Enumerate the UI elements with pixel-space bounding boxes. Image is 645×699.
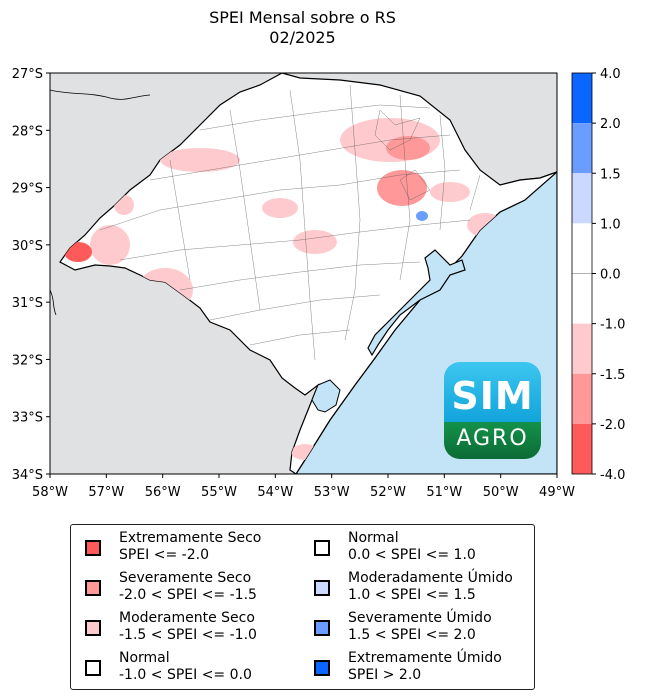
legend-swatch bbox=[85, 660, 101, 676]
colorbar-tick-label: 4.0 bbox=[600, 67, 621, 82]
legend-label: Normal bbox=[119, 650, 170, 666]
patch-moderately-dry-e bbox=[430, 182, 470, 202]
map-title-line2: 02/2025 bbox=[269, 28, 336, 47]
lagoa-dos-patos bbox=[367, 249, 466, 357]
lagoa-mirim bbox=[311, 379, 341, 413]
legend-range: 1.5 < SPEI <= 2.0 bbox=[348, 627, 476, 643]
legend-range: -1.0 < SPEI <= 0.0 bbox=[119, 667, 252, 683]
patch-moderately-dry-nw bbox=[160, 148, 240, 172]
legend-item: Normal -1.0 < SPEI <= 0.0 bbox=[85, 647, 305, 687]
lon-tick-label: 52°W bbox=[370, 485, 406, 500]
legend-item: Moderadamente Úmido 1.0 < SPEI <= 1.5 bbox=[314, 567, 534, 607]
legend-label: Severamente Seco bbox=[119, 570, 252, 586]
lon-axis: 58°W 57°W 56°W 55°W 54°W 53°W 52°W 51°W 50°W 49°W bbox=[32, 474, 575, 500]
patch-severely-dry-center-ne bbox=[377, 170, 427, 206]
colorbar-band bbox=[572, 373, 592, 424]
legend-swatch bbox=[314, 620, 330, 636]
colorbar-tick-label: 1.0 bbox=[600, 217, 621, 232]
map-title-line1: SPEI Mensal sobre o RS bbox=[209, 8, 396, 27]
colorbar-band bbox=[572, 423, 592, 474]
lat-tick-label: 31°S bbox=[12, 296, 43, 311]
rs-state bbox=[59, 73, 557, 474]
legend-label: Extremamente Seco bbox=[119, 530, 262, 546]
legend-range: -2.0 < SPEI <= -1.5 bbox=[119, 587, 257, 603]
legend-swatch bbox=[314, 580, 330, 596]
lon-tick-label: 49°W bbox=[539, 485, 575, 500]
colorbar-tick-label: -1.0 bbox=[600, 318, 625, 333]
legend-item: Severamente Seco -2.0 < SPEI <= -1.5 bbox=[85, 567, 305, 607]
colorbar-band bbox=[572, 173, 592, 224]
lat-tick-label: 27°S bbox=[12, 67, 43, 82]
legend-label: Severamente Úmido bbox=[348, 610, 492, 626]
colorbar-tick-label: 2.0 bbox=[600, 117, 621, 132]
simagro-logo: SIM AGRO bbox=[444, 362, 541, 459]
lat-tick-label: 29°S bbox=[12, 182, 43, 197]
patch-moderately-dry-center bbox=[293, 230, 337, 254]
lon-tick-label: 56°W bbox=[145, 485, 181, 500]
legend-swatch bbox=[85, 620, 101, 636]
legend-item: Extremamente Úmido SPEI > 2.0 bbox=[314, 647, 534, 687]
lon-tick-label: 58°W bbox=[32, 485, 68, 500]
lon-tick-label: 51°W bbox=[426, 485, 462, 500]
country-border-south bbox=[50, 289, 57, 316]
lat-tick-label: 33°S bbox=[12, 411, 43, 426]
legend-range: SPEI > 2.0 bbox=[348, 667, 422, 683]
legend-range: SPEI <= -2.0 bbox=[119, 547, 209, 563]
lon-tick-label: 50°W bbox=[483, 485, 519, 500]
legend-range: 0.0 < SPEI <= 1.0 bbox=[348, 547, 476, 563]
logo-top-band bbox=[444, 362, 541, 422]
patch-severely-dry-ne bbox=[386, 136, 430, 160]
legend-range: -1.5 < SPEI <= -1.0 bbox=[119, 627, 257, 643]
legend-label: Moderadamente Úmido bbox=[348, 570, 513, 586]
legend-label: Moderamente Seco bbox=[119, 610, 255, 626]
legend-item: Normal 0.0 < SPEI <= 1.0 bbox=[314, 527, 534, 567]
municipal-borders bbox=[99, 84, 481, 361]
legend-item: Severamente Úmido 1.5 < SPEI <= 2.0 bbox=[314, 607, 534, 647]
patch-moderately-dry-sw bbox=[90, 225, 130, 265]
lon-tick-label: 57°W bbox=[88, 485, 124, 500]
map-frame bbox=[49, 72, 558, 475]
logo-agro-text: AGRO bbox=[456, 426, 529, 451]
lon-tick-label: 55°W bbox=[201, 485, 237, 500]
colorbar-tick-label: -4.0 bbox=[600, 468, 625, 483]
legend-swatch bbox=[314, 660, 330, 676]
logo-sim-text: SIM bbox=[451, 374, 534, 418]
legend-swatch bbox=[85, 580, 101, 596]
legend-label: Normal bbox=[348, 530, 399, 546]
lat-tick-label: 30°S bbox=[12, 239, 43, 254]
patch-moderately-dry-n bbox=[262, 198, 298, 218]
legend-item: Extremamente Seco SPEI <= -2.0 bbox=[85, 527, 305, 567]
colorbar-tick-label: -2.0 bbox=[600, 418, 625, 433]
colorbar-tick-label: 0.0 bbox=[600, 268, 621, 283]
country-border bbox=[50, 89, 151, 100]
legend-swatch bbox=[314, 540, 330, 556]
legend-label: Extremamente Úmido bbox=[348, 650, 502, 666]
patch-severely-wet bbox=[416, 211, 428, 221]
spei-legend: Extremamente Seco SPEI <= -2.0 Severament… bbox=[70, 524, 535, 690]
lat-tick-label: 34°S bbox=[12, 468, 43, 483]
colorbar: 4.0 2.0 1.5 1.0 0.0 -1.0 -1.5 -2.0 -4.0 bbox=[571, 67, 625, 483]
lat-tick-label: 32°S bbox=[12, 353, 43, 368]
lat-axis: 27°S 28°S 29°S 30°S 31°S 32°S 33°S 34°S bbox=[12, 67, 50, 483]
colorbar-tick-label: -1.5 bbox=[600, 368, 625, 383]
lat-tick-label: 28°S bbox=[12, 124, 43, 139]
logo-bottom-band bbox=[444, 422, 541, 459]
colorbar-band bbox=[572, 323, 592, 374]
colorbar-tick-label: 1.5 bbox=[600, 167, 621, 182]
map-title: SPEI Mensal sobre o RS 02/2025 bbox=[0, 8, 605, 48]
legend-item: Moderamente Seco -1.5 < SPEI <= -1.0 bbox=[85, 607, 305, 647]
lon-tick-label: 53°W bbox=[314, 485, 350, 500]
legend-swatch bbox=[85, 540, 101, 556]
legend-range: 1.0 < SPEI <= 1.5 bbox=[348, 587, 476, 603]
colorbar-band bbox=[572, 73, 592, 124]
lon-tick-label: 54°W bbox=[257, 485, 293, 500]
colorbar-band bbox=[572, 123, 592, 174]
